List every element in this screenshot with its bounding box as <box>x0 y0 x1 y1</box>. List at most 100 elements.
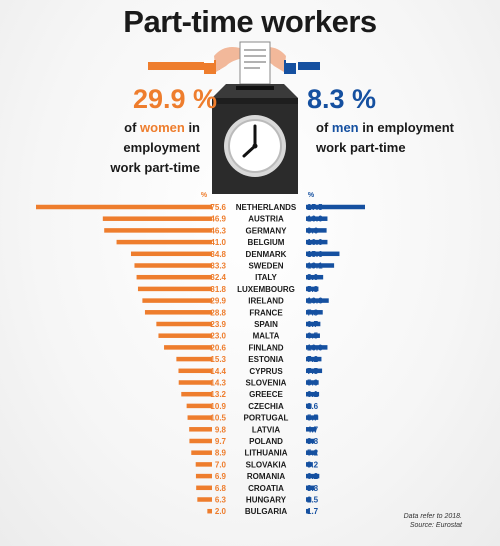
country-label: SPAIN <box>254 320 278 329</box>
women-bar <box>195 462 212 467</box>
women-caption: of women in employment work part-time <box>48 118 200 178</box>
women-value-label: 75.6 <box>210 203 226 212</box>
women-bar <box>186 403 212 409</box>
women-bar <box>195 473 212 479</box>
bar-chart: %%75.6NETHERLANDS27.546.9AUSTRIA10.046.3… <box>36 192 365 516</box>
women-value-label: 31.8 <box>210 285 226 294</box>
country-label: LITHUANIA <box>244 449 287 458</box>
women-value-label: 14.4 <box>210 367 226 376</box>
country-label: DENMARK <box>246 250 287 259</box>
women-value-label: 6.3 <box>215 496 227 505</box>
women-bar <box>178 368 212 374</box>
women-bar <box>178 380 212 385</box>
clock-icon <box>224 115 286 177</box>
women-bar <box>130 251 212 257</box>
men-axis-unit: % <box>308 192 315 199</box>
source-note: Data refer to 2018. Source: Eurostat <box>404 512 462 530</box>
country-label: NETHERLANDS <box>236 203 297 212</box>
women-bar <box>207 508 212 514</box>
women-bar <box>164 345 212 350</box>
women-bar <box>181 391 212 397</box>
document-icon <box>239 41 271 85</box>
women-axis-unit: % <box>201 192 208 199</box>
men-caption-line2: work part-time <box>316 140 406 155</box>
women-accent-bar <box>148 62 220 70</box>
women-value-label: 28.8 <box>210 308 226 317</box>
women-value-label: 9.8 <box>215 425 227 434</box>
women-bar <box>116 239 212 245</box>
women-bar <box>189 438 212 444</box>
men-bar <box>306 239 328 245</box>
women-bar <box>191 450 212 455</box>
men-bar <box>306 333 320 338</box>
women-value-label: 6.9 <box>215 472 227 481</box>
women-value-label: 23.0 <box>210 332 226 341</box>
women-bar <box>197 497 212 502</box>
men-bar <box>306 263 335 268</box>
women-value-label: 6.8 <box>215 484 227 493</box>
men-bar <box>306 286 319 292</box>
country-label: CROATIA <box>248 484 284 493</box>
country-label: POLAND <box>249 437 283 446</box>
note-source: Source: Eurostat <box>409 522 462 529</box>
women-value-label: 15.3 <box>210 355 226 364</box>
men-percentage: 8.3 % <box>307 84 377 114</box>
women-bar <box>134 263 212 268</box>
women-word: women <box>140 120 185 135</box>
women-bar <box>158 333 212 338</box>
women-value-label: 10.5 <box>210 414 226 423</box>
men-bar <box>306 321 321 327</box>
country-label: FINLAND <box>248 343 283 352</box>
women-value-label: 23.9 <box>210 320 226 329</box>
page-title: Part-time workers <box>123 4 377 39</box>
men-bar <box>306 298 329 303</box>
country-label: SWEDEN <box>248 262 283 271</box>
women-bar <box>187 415 212 420</box>
country-label: BULGARIA <box>245 507 287 516</box>
men-bar <box>306 508 310 514</box>
men-bar <box>306 391 320 397</box>
women-value-label: 46.9 <box>210 215 226 224</box>
women-value-label: 10.9 <box>210 402 226 411</box>
women-value-label: 29.9 <box>210 297 226 306</box>
country-label: HUNGARY <box>246 496 287 505</box>
men-bar <box>306 462 313 467</box>
women-bar <box>136 274 212 280</box>
men-caption: of men in employment work part-time <box>316 118 476 158</box>
country-label: SLOVAKIA <box>246 460 287 469</box>
men-value-label: 2.5 <box>307 496 319 505</box>
country-label: ITALY <box>255 273 277 282</box>
women-bar <box>144 310 212 315</box>
country-label: CYPRUS <box>249 367 283 376</box>
women-value-label: 2.0 <box>215 507 227 516</box>
men-bar <box>306 345 328 350</box>
women-value-label: 34.8 <box>210 250 226 259</box>
women-bar <box>189 427 212 432</box>
country-label: GREECE <box>249 390 283 399</box>
women-caption-line2: work part-time <box>110 160 200 175</box>
country-label: PORTUGAL <box>244 414 289 423</box>
country-label: CZECHIA <box>248 402 284 411</box>
men-accent-bar <box>298 62 320 70</box>
women-value-label: 7.0 <box>215 460 227 469</box>
country-label: MALTA <box>253 332 280 341</box>
men-bar <box>306 356 322 362</box>
country-label: IRELAND <box>248 297 284 306</box>
women-value-label: 46.3 <box>210 226 226 235</box>
country-label: LATVIA <box>252 425 281 434</box>
women-bar <box>176 356 212 362</box>
women-value-label: 14.3 <box>210 379 226 388</box>
men-bar <box>306 228 327 233</box>
women-caption-suffix: in employment <box>123 120 200 155</box>
women-bar <box>102 216 212 221</box>
women-value-label: 32.4 <box>210 273 226 282</box>
women-value-label: 20.6 <box>210 343 226 352</box>
country-label: LUXEMBOURG <box>237 285 295 294</box>
country-label: ESTONIA <box>248 355 284 364</box>
country-label: GERMANY <box>246 226 288 235</box>
women-bar <box>104 228 212 233</box>
note-date: Data refer to 2018. <box>403 513 462 520</box>
women-value-label: 9.7 <box>215 437 227 446</box>
men-bar <box>306 427 317 432</box>
